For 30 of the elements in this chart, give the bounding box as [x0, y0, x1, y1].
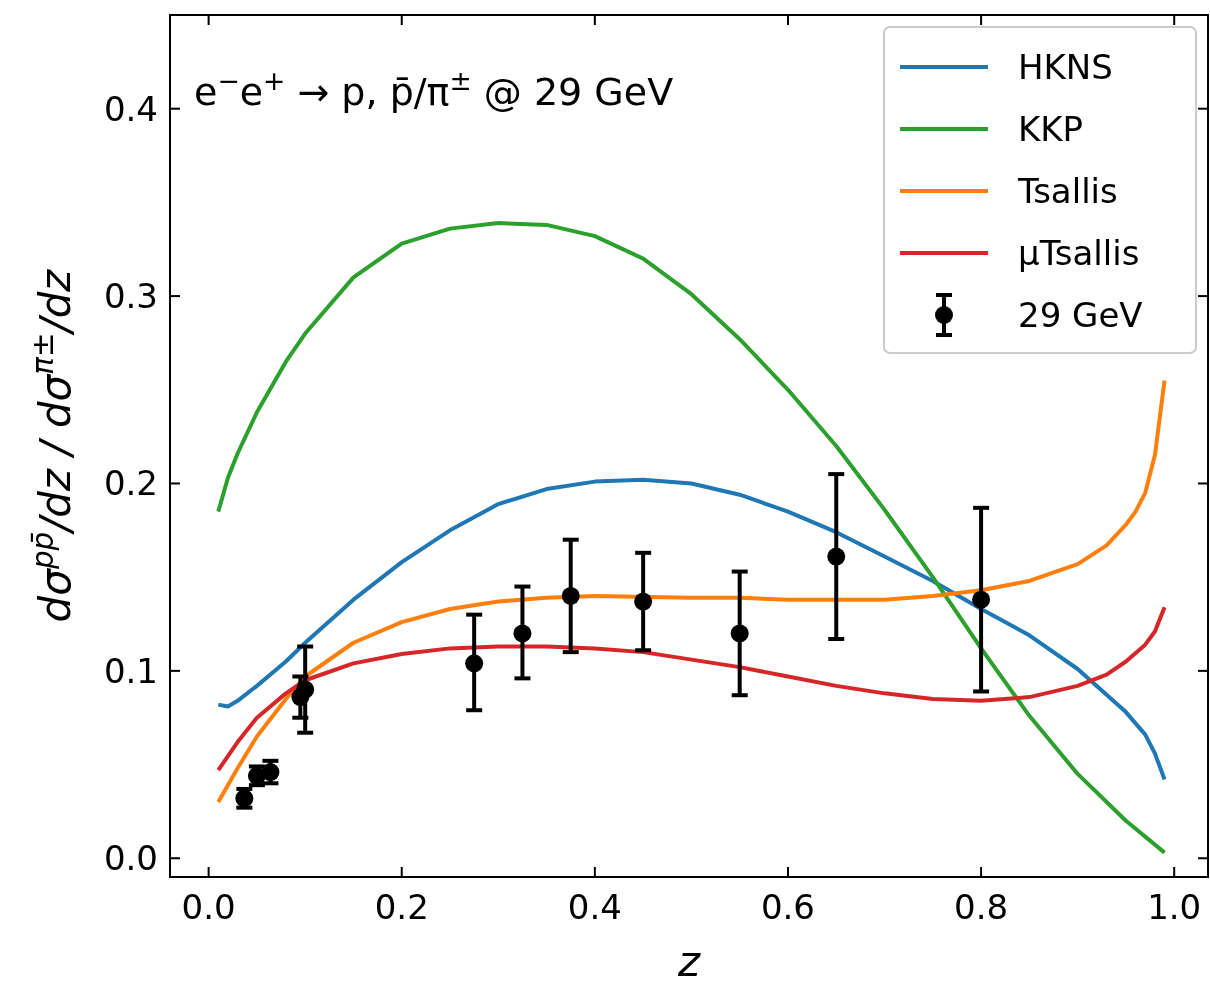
- x-tick-label: 0.0: [181, 887, 236, 927]
- line-series: [216, 477, 1167, 782]
- line-series: [216, 378, 1167, 805]
- y-tick-label: 0.2: [103, 463, 158, 504]
- point: [634, 592, 653, 611]
- legend-label: Tsallis: [1017, 170, 1118, 211]
- y-tick-label: 0.1: [103, 650, 158, 691]
- point: [730, 624, 749, 643]
- point: [465, 654, 484, 673]
- point: [827, 547, 846, 566]
- text: e$^{−}$e$^{+}$ → p, p̄/π$^{±}$ @ 29 GeV: [194, 64, 674, 114]
- y-tick-label: 0.0: [103, 838, 158, 879]
- y-tick-label: 0.3: [103, 275, 158, 316]
- point: [972, 590, 991, 609]
- line-series: [216, 221, 1167, 855]
- x-axis-title: z: [676, 937, 701, 984]
- line-series: [216, 605, 1167, 773]
- point: [513, 624, 532, 643]
- x-tick-label: 0.8: [954, 887, 1009, 927]
- legend-label: μTsallis: [1018, 232, 1140, 273]
- legend-label: 29 GeV: [1018, 294, 1143, 335]
- x-tick-label: 1.0: [1147, 887, 1202, 927]
- legend-label: HKNS: [1018, 46, 1113, 87]
- point: [561, 586, 580, 605]
- x-tick-label: 0.6: [760, 887, 816, 927]
- point: [296, 680, 315, 699]
- legend-label: KKP: [1018, 108, 1084, 149]
- y-tick-label: 0.4: [103, 88, 158, 129]
- x-tick-label: 0.4: [567, 887, 622, 927]
- x-tick-label: 0.2: [374, 887, 429, 927]
